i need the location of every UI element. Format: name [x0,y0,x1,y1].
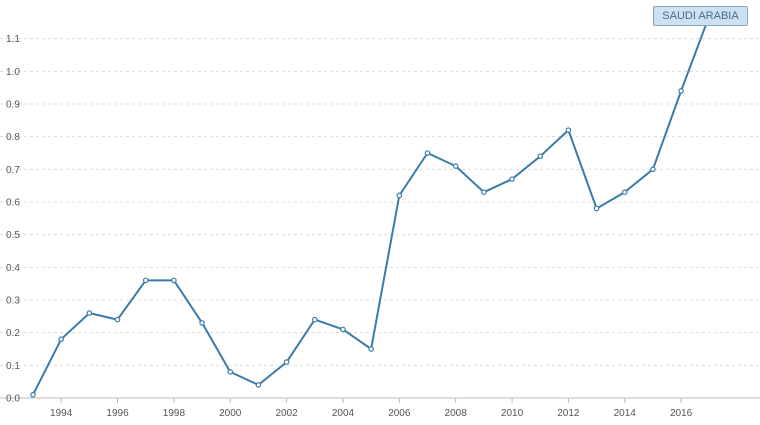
data-point [509,176,515,182]
data-point [283,359,290,365]
y-tick-label: 0.9 [6,100,20,111]
data-point [340,326,346,333]
y-tick-label: 0.2 [6,328,20,339]
data-point [114,316,121,323]
data-point [30,391,36,398]
data-point [227,369,234,375]
x-tick-label: 2008 [445,408,468,419]
x-tick-label: 1996 [106,408,129,419]
data-point [368,346,374,352]
x-tick-label: 2002 [275,408,298,419]
series-saudi-arabia [30,13,713,398]
y-tick-label: 0.1 [6,361,20,372]
data-point [142,277,149,284]
y-tick-label: 0.4 [6,263,20,274]
data-point [171,277,177,284]
grid-lines [0,38,760,366]
x-tick-label: 2010 [501,408,524,419]
x-axis [0,397,760,403]
x-tick-label: 1998 [163,408,186,419]
data-point [255,382,262,388]
y-tick-label: 1.0 [6,67,20,78]
x-tick-label: 2016 [670,408,693,419]
data-point [86,310,93,316]
y-tick-label: 0.6 [6,198,20,209]
y-axis-tick-labels: 0.0 0.1 0.2 0.3 0.4 0.5 0.6 0.7 0.8 0.9 1.0 1.1 [6,34,20,404]
data-point [396,192,403,199]
y-tick-label: 1.1 [6,34,20,45]
series-label-badge: SAUDI ARABIA [653,6,748,26]
data-point [650,166,656,173]
data-point [481,189,487,196]
y-tick-label: 0.5 [6,230,20,241]
x-tick-label: 1994 [50,408,73,419]
data-point [199,320,205,326]
series-line [32,14,711,396]
x-tick-label: 2014 [614,408,637,419]
x-axis-tick-labels: 1994 1996 1998 2000 2002 2004 2006 2008 2010 2012… [50,408,693,419]
x-tick-label: 2004 [332,408,355,419]
y-tick-label: 0.0 [6,394,20,405]
data-point [58,336,64,343]
data-point [593,205,600,212]
data-point [678,88,684,94]
data-point [565,127,572,133]
y-tick-label: 0.3 [6,296,20,307]
y-tick-label: 0.8 [6,132,20,143]
y-tick-label: 0.7 [6,165,20,176]
data-point [452,163,459,169]
data-point [311,316,318,323]
data-point [537,153,544,160]
x-tick-label: 2000 [219,408,242,419]
x-tick-label: 2012 [557,408,580,419]
data-point [621,189,628,196]
data-point [424,150,431,156]
x-tick-label: 2006 [388,408,411,419]
